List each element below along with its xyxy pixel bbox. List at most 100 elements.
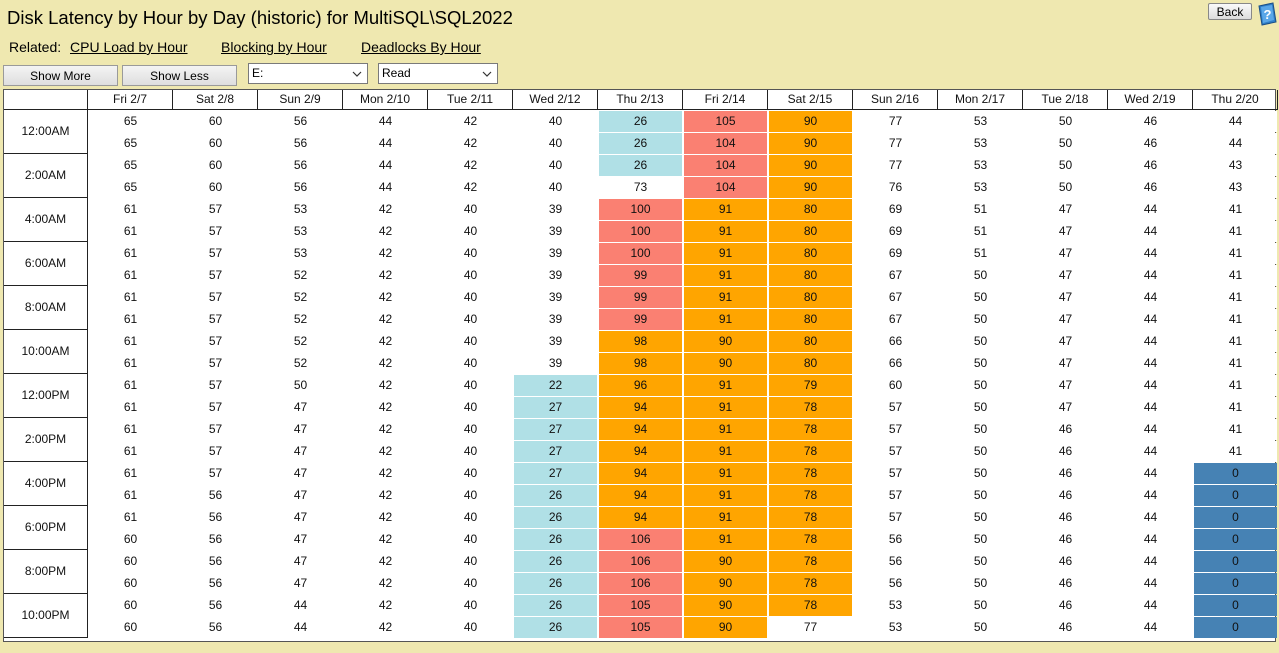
page-title: Disk Latency by Hour by Day (historic) f… [7,7,513,28]
latency-cell: 67 [854,287,937,308]
latency-cell: 90 [769,177,852,198]
latency-cell: 27 [514,419,597,440]
back-button[interactable]: Back [1208,3,1252,20]
latency-cell: 60 [89,529,172,550]
latency-cell: 44 [1109,353,1192,374]
drive-select-value: E: [252,66,264,80]
latency-cell: 56 [854,529,937,550]
latency-cell: 60 [89,573,172,594]
latency-cell: 57 [174,221,257,242]
latency-cell: 61 [89,199,172,220]
latency-cell: 53 [939,133,1022,154]
latency-cell: 42 [429,155,512,176]
show-less-button[interactable]: Show Less [122,65,237,86]
latency-cell: 57 [174,463,257,484]
latency-cell: 94 [599,485,682,506]
latency-cell: 26 [514,551,597,572]
cpu-load-link[interactable]: CPU Load by Hour [70,39,188,55]
deadlocks-link[interactable]: Deadlocks By Hour [361,39,481,55]
latency-cell: 52 [259,309,342,330]
latency-cell: 44 [1109,463,1192,484]
latency-cell: 41 [1194,287,1277,308]
column-header: Wed 2/12 [513,90,598,110]
latency-cell: 42 [344,419,427,440]
latency-cell: 69 [854,221,937,242]
latency-cell: 42 [344,529,427,550]
latency-cell: 66 [854,331,937,352]
latency-cell: 50 [939,287,1022,308]
show-more-button[interactable]: Show More [3,65,118,86]
column-header: Tue 2/11 [428,90,513,110]
latency-cell: 98 [599,331,682,352]
blocking-link[interactable]: Blocking by Hour [221,39,327,55]
latency-cell: 44 [344,133,427,154]
latency-cell: 78 [769,397,852,418]
latency-cell: 57 [174,287,257,308]
latency-cell: 57 [854,419,937,440]
latency-cell: 42 [344,485,427,506]
latency-cell: 60 [174,177,257,198]
latency-cell: 44 [1109,617,1192,638]
latency-cell: 42 [429,177,512,198]
metric-select[interactable]: Read [378,63,498,84]
column-header: Sat 2/15 [768,90,853,110]
latency-cell: 100 [599,221,682,242]
latency-cell: 78 [769,595,852,616]
latency-cell: 60 [89,595,172,616]
drive-select[interactable]: E: [248,63,368,84]
latency-cell: 50 [939,529,1022,550]
latency-cell: 50 [939,463,1022,484]
latency-cell: 61 [89,265,172,286]
hour-row-header: 8:00PM [4,550,88,594]
latency-cell: 50 [939,397,1022,418]
latency-cell: 94 [599,441,682,462]
latency-cell: 105 [599,617,682,638]
latency-cell: 73 [599,177,682,198]
latency-cell: 56 [174,529,257,550]
latency-cell: 40 [514,111,597,132]
latency-cell: 57 [174,331,257,352]
latency-cell: 99 [599,309,682,330]
latency-cell: 66 [854,353,937,374]
latency-cell: 44 [1109,573,1192,594]
latency-cell: 57 [854,463,937,484]
latency-cell: 42 [344,221,427,242]
latency-cell: 42 [344,617,427,638]
latency-cell: 61 [89,441,172,462]
latency-cell: 27 [514,441,597,462]
latency-cell: 96 [599,375,682,396]
latency-cell: 78 [769,507,852,528]
latency-cell: 56 [174,617,257,638]
latency-cell: 39 [514,265,597,286]
latency-cell: 56 [259,177,342,198]
latency-cell: 46 [1024,551,1107,572]
latency-cell: 42 [344,551,427,572]
hour-row-header: 4:00PM [4,462,88,506]
hour-row-header: 6:00AM [4,242,88,286]
latency-cell: 56 [259,111,342,132]
latency-cell: 80 [769,265,852,286]
latency-cell: 50 [939,507,1022,528]
latency-cell: 42 [429,133,512,154]
latency-cell: 47 [1024,375,1107,396]
latency-cell: 44 [1109,397,1192,418]
latency-cell: 41 [1194,243,1277,264]
column-header: Wed 2/19 [1108,90,1193,110]
hour-row-header: 2:00PM [4,418,88,462]
latency-cell: 61 [89,485,172,506]
latency-cell: 40 [429,243,512,264]
latency-cell: 44 [344,177,427,198]
latency-cell: 42 [344,265,427,286]
latency-cell: 91 [684,375,767,396]
latency-cell: 40 [429,353,512,374]
latency-cell: 90 [684,353,767,374]
latency-cell: 41 [1194,419,1277,440]
latency-cell: 46 [1024,617,1107,638]
latency-cell: 77 [854,111,937,132]
latency-cell: 39 [514,243,597,264]
help-question-icon[interactable]: ? [1256,2,1278,26]
latency-cell: 56 [174,573,257,594]
latency-cell: 61 [89,309,172,330]
latency-cell: 50 [939,551,1022,572]
latency-cell: 40 [429,331,512,352]
